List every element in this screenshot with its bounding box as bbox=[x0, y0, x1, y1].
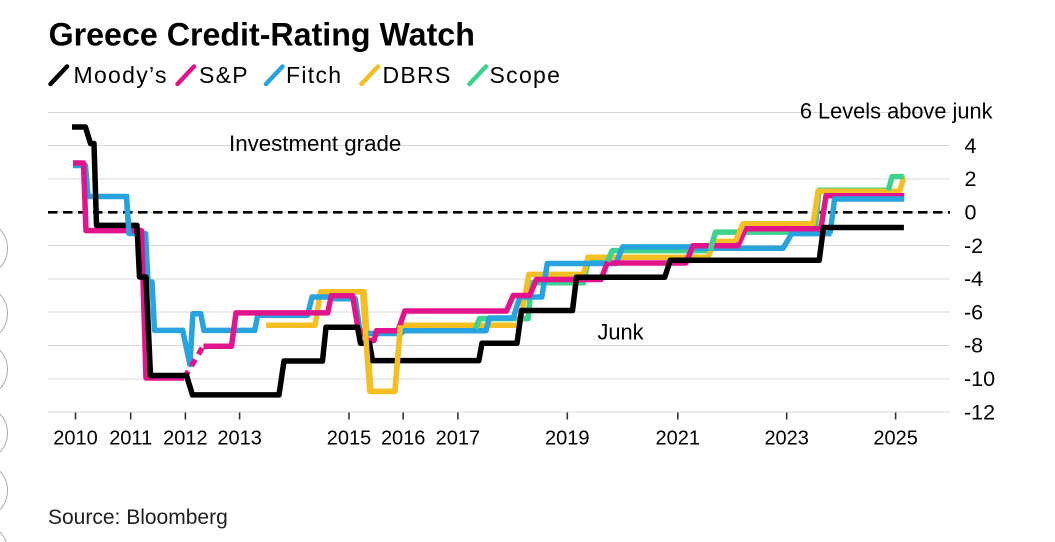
svg-text:4: 4 bbox=[965, 134, 977, 158]
svg-text:Investment grade: Investment grade bbox=[229, 131, 401, 156]
svg-text:-12: -12 bbox=[964, 400, 995, 424]
svg-text:Moody’s: Moody’s bbox=[74, 62, 168, 88]
svg-text:2010: 2010 bbox=[53, 428, 98, 450]
svg-text:2017: 2017 bbox=[436, 428, 481, 450]
svg-text:2019: 2019 bbox=[545, 428, 590, 450]
svg-text:S&P: S&P bbox=[199, 62, 249, 88]
svg-text:2016: 2016 bbox=[381, 428, 426, 450]
svg-text:0: 0 bbox=[965, 201, 977, 225]
svg-text:Scope: Scope bbox=[490, 62, 562, 88]
svg-text:Source: Bloomberg: Source: Bloomberg bbox=[48, 506, 228, 529]
svg-text:2025: 2025 bbox=[873, 428, 918, 450]
svg-text:-6: -6 bbox=[964, 300, 983, 324]
svg-text:6 Levels above junk: 6 Levels above junk bbox=[800, 99, 993, 124]
svg-text:2: 2 bbox=[965, 167, 977, 191]
svg-text:2021: 2021 bbox=[656, 428, 701, 450]
svg-text:-4: -4 bbox=[964, 267, 983, 291]
svg-text:DBRS: DBRS bbox=[383, 62, 452, 88]
svg-text:2023: 2023 bbox=[764, 428, 809, 450]
svg-text:-2: -2 bbox=[964, 234, 983, 258]
svg-text:2015: 2015 bbox=[327, 428, 372, 450]
svg-text:2012: 2012 bbox=[163, 428, 208, 450]
svg-text:Fitch: Fitch bbox=[286, 62, 342, 88]
svg-text:Junk: Junk bbox=[598, 320, 644, 345]
svg-text:-10: -10 bbox=[964, 367, 995, 391]
svg-text:-8: -8 bbox=[964, 334, 983, 358]
svg-text:2011: 2011 bbox=[109, 428, 152, 450]
svg-text:2013: 2013 bbox=[217, 428, 262, 450]
svg-text:Greece Credit-Rating Watch: Greece Credit-Rating Watch bbox=[49, 17, 475, 53]
